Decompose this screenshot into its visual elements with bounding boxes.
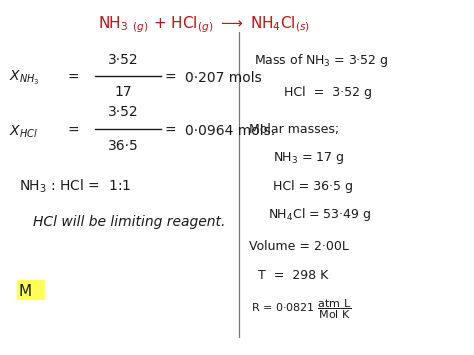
Text: M: M bbox=[19, 284, 32, 299]
Text: =: = bbox=[68, 124, 79, 138]
Text: NH$_4$Cl = 53·49 g: NH$_4$Cl = 53·49 g bbox=[268, 206, 371, 223]
Text: 0·207 mols: 0·207 mols bbox=[185, 71, 262, 85]
Text: HCl = 36·5 g: HCl = 36·5 g bbox=[273, 180, 353, 193]
Text: $X_{NH_3}$: $X_{NH_3}$ bbox=[9, 69, 40, 87]
Text: =: = bbox=[68, 71, 79, 85]
Text: HCl  =  3·52 g: HCl = 3·52 g bbox=[284, 86, 373, 99]
Text: =: = bbox=[165, 124, 176, 138]
Text: Mass of NH$_3$ = 3·52 g: Mass of NH$_3$ = 3·52 g bbox=[254, 52, 388, 69]
Text: $X_{HCl}$: $X_{HCl}$ bbox=[9, 123, 38, 140]
Text: =: = bbox=[165, 71, 176, 85]
Text: T  =  298 K: T = 298 K bbox=[258, 269, 328, 282]
Text: 36·5: 36·5 bbox=[108, 138, 138, 153]
Text: NH$_3$ = 17 g: NH$_3$ = 17 g bbox=[273, 150, 344, 166]
Text: 0·0964 mols.: 0·0964 mols. bbox=[185, 124, 275, 138]
Text: Molar masses;: Molar masses; bbox=[249, 123, 339, 136]
Text: Volume = 2·00L: Volume = 2·00L bbox=[249, 240, 349, 253]
Text: HCl will be limiting reagent.: HCl will be limiting reagent. bbox=[33, 215, 226, 229]
Bar bbox=[17, 280, 45, 300]
Text: R = 0·0821 $\dfrac{\mathrm{atm\ L}}{\mathrm{Mol\ K}}$: R = 0·0821 $\dfrac{\mathrm{atm\ L}}{\mat… bbox=[251, 297, 352, 321]
Text: NH$_3$ $_{(g)}$ + HCl$_{(g)}$ $\longrightarrow$ NH$_4$Cl$_{(s)}$: NH$_3$ $_{(g)}$ + HCl$_{(g)}$ $\longrigh… bbox=[98, 15, 310, 35]
Text: 17: 17 bbox=[114, 85, 132, 99]
Text: 3·52: 3·52 bbox=[108, 53, 138, 67]
Text: NH$_3$ : HCl =  1:1: NH$_3$ : HCl = 1:1 bbox=[19, 178, 131, 195]
Text: 3·52: 3·52 bbox=[108, 105, 138, 119]
